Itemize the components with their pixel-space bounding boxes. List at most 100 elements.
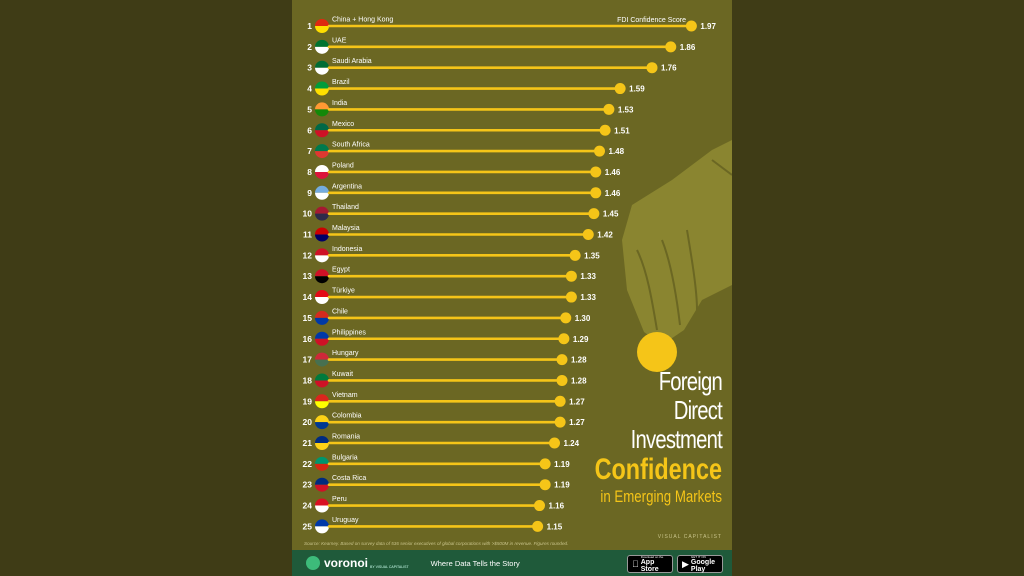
rank-label: 12 bbox=[303, 250, 313, 260]
flag-icon bbox=[315, 248, 329, 256]
flag-icon bbox=[315, 123, 329, 131]
score-dot bbox=[534, 500, 545, 512]
title-line-direct: Direct bbox=[673, 395, 723, 425]
flag-icon bbox=[315, 227, 329, 235]
rank-label: 19 bbox=[303, 396, 313, 406]
voronoi-logo[interactable]: voronoi BY VISUAL CAPITALIST bbox=[306, 556, 409, 570]
flag-icon bbox=[315, 352, 329, 360]
rank-label: 23 bbox=[303, 480, 313, 490]
rank-label: 7 bbox=[307, 146, 312, 156]
country-label: Bulgaria bbox=[332, 454, 358, 461]
score-dot bbox=[590, 166, 602, 178]
flag-icon bbox=[315, 484, 329, 492]
chart-row: 19 Vietnam 1.27 bbox=[303, 392, 585, 409]
country-label: Egypt bbox=[332, 267, 350, 274]
value-label: 1.97 bbox=[700, 22, 716, 31]
flag-icon bbox=[315, 102, 329, 110]
score-dot bbox=[539, 479, 551, 491]
voronoi-logo-subtext: BY VISUAL CAPITALIST bbox=[370, 565, 409, 569]
flag-icon bbox=[315, 401, 329, 409]
score-dot bbox=[685, 20, 697, 32]
app-store-label: App Store bbox=[634, 559, 668, 573]
flag-icon bbox=[315, 443, 329, 450]
flag-icon bbox=[315, 505, 329, 513]
country-label: Colombia bbox=[332, 413, 362, 420]
value-label: 1.59 bbox=[629, 85, 645, 94]
score-dot bbox=[556, 354, 568, 366]
value-label: 1.46 bbox=[605, 168, 621, 177]
value-label: 1.45 bbox=[603, 210, 619, 219]
flag-icon bbox=[315, 310, 329, 318]
flag-icon bbox=[315, 185, 329, 193]
rank-label: 15 bbox=[303, 313, 313, 323]
voronoi-logo-icon bbox=[306, 556, 320, 570]
google-play-button[interactable]: ▶ GET IT ON Google Play bbox=[677, 555, 723, 573]
score-dot bbox=[539, 458, 551, 470]
score-dot bbox=[603, 103, 615, 115]
play-icon: ▶ bbox=[682, 558, 689, 569]
google-play-small-text: GET IT ON bbox=[690, 554, 706, 559]
flag-icon bbox=[315, 463, 329, 471]
chart-row: 16 Philippines 1.29 bbox=[303, 329, 589, 346]
chart-row: 6 Mexico 1.51 bbox=[307, 121, 630, 138]
flag-icon bbox=[315, 164, 329, 172]
flag-icon bbox=[315, 359, 329, 367]
value-label: 1.35 bbox=[584, 251, 600, 260]
score-dot bbox=[560, 312, 572, 324]
footer-tagline: Where Data Tells the Story bbox=[430, 558, 520, 568]
score-dot bbox=[558, 333, 570, 345]
flag-icon bbox=[315, 46, 329, 54]
flag-icon bbox=[315, 297, 329, 305]
rank-label: 11 bbox=[303, 230, 312, 240]
legend-label: FDI Confidence Score bbox=[617, 17, 686, 24]
gold-coin bbox=[637, 332, 677, 372]
country-label: Indonesia bbox=[332, 246, 362, 253]
score-dot bbox=[588, 208, 600, 220]
rank-label: 6 bbox=[307, 125, 312, 135]
score-dot bbox=[554, 395, 566, 407]
country-label: India bbox=[332, 100, 347, 107]
title-line-investment: Investment bbox=[630, 424, 723, 454]
flag-icon bbox=[315, 151, 329, 159]
rank-label: 24 bbox=[303, 501, 313, 511]
flag-icon bbox=[315, 317, 329, 325]
chart-row: 3 Saudi Arabia 1.76 bbox=[307, 58, 677, 75]
chart-row: 18 Kuwait 1.28 bbox=[303, 371, 587, 388]
infographic-poster: FDI Confidence Score 1 China + Hong Kong 1… bbox=[292, 0, 732, 576]
chart-row: 11 Malaysia 1.42 bbox=[303, 225, 613, 242]
title-line-subtitle: in Emerging Markets bbox=[600, 487, 722, 506]
flag-icon bbox=[315, 498, 329, 506]
country-label: Türkiye bbox=[332, 288, 355, 295]
score-dot bbox=[565, 270, 577, 282]
score-dot bbox=[614, 83, 626, 95]
app-store-button[interactable]:  Download on the App Store bbox=[627, 555, 673, 573]
rank-label: 14 bbox=[303, 292, 313, 302]
country-label: Poland bbox=[332, 162, 354, 169]
flag-icon bbox=[315, 19, 329, 26]
country-label: Hungary bbox=[332, 350, 359, 357]
rank-label: 2 bbox=[307, 42, 312, 52]
flag-icon bbox=[315, 67, 329, 75]
score-dot bbox=[594, 145, 605, 157]
chart-row: 2 UAE 1.86 bbox=[307, 37, 696, 54]
chart-row: 22 Bulgaria 1.19 bbox=[303, 454, 570, 471]
country-label: UAE bbox=[332, 37, 347, 44]
flag-icon bbox=[315, 39, 329, 47]
chart-row: 24 Peru 1.16 bbox=[303, 496, 565, 513]
value-label: 1.42 bbox=[597, 231, 613, 240]
flag-icon bbox=[315, 394, 329, 402]
hand-illustration bbox=[622, 140, 732, 372]
chart-row: 5 India 1.53 bbox=[307, 100, 634, 117]
flag-icon bbox=[315, 213, 329, 221]
chart-row: 4 Brazil 1.59 bbox=[307, 79, 645, 96]
value-label: 1.19 bbox=[554, 481, 570, 490]
country-label: Kuwait bbox=[332, 371, 353, 378]
score-dot bbox=[569, 249, 581, 261]
flag-icon bbox=[315, 109, 329, 117]
country-label: Chile bbox=[332, 308, 348, 315]
chart-row: 9 Argentina 1.46 bbox=[307, 183, 621, 200]
title-line-foreign: Foreign bbox=[658, 366, 723, 396]
value-label: 1.46 bbox=[605, 189, 621, 198]
score-dot bbox=[599, 124, 611, 136]
